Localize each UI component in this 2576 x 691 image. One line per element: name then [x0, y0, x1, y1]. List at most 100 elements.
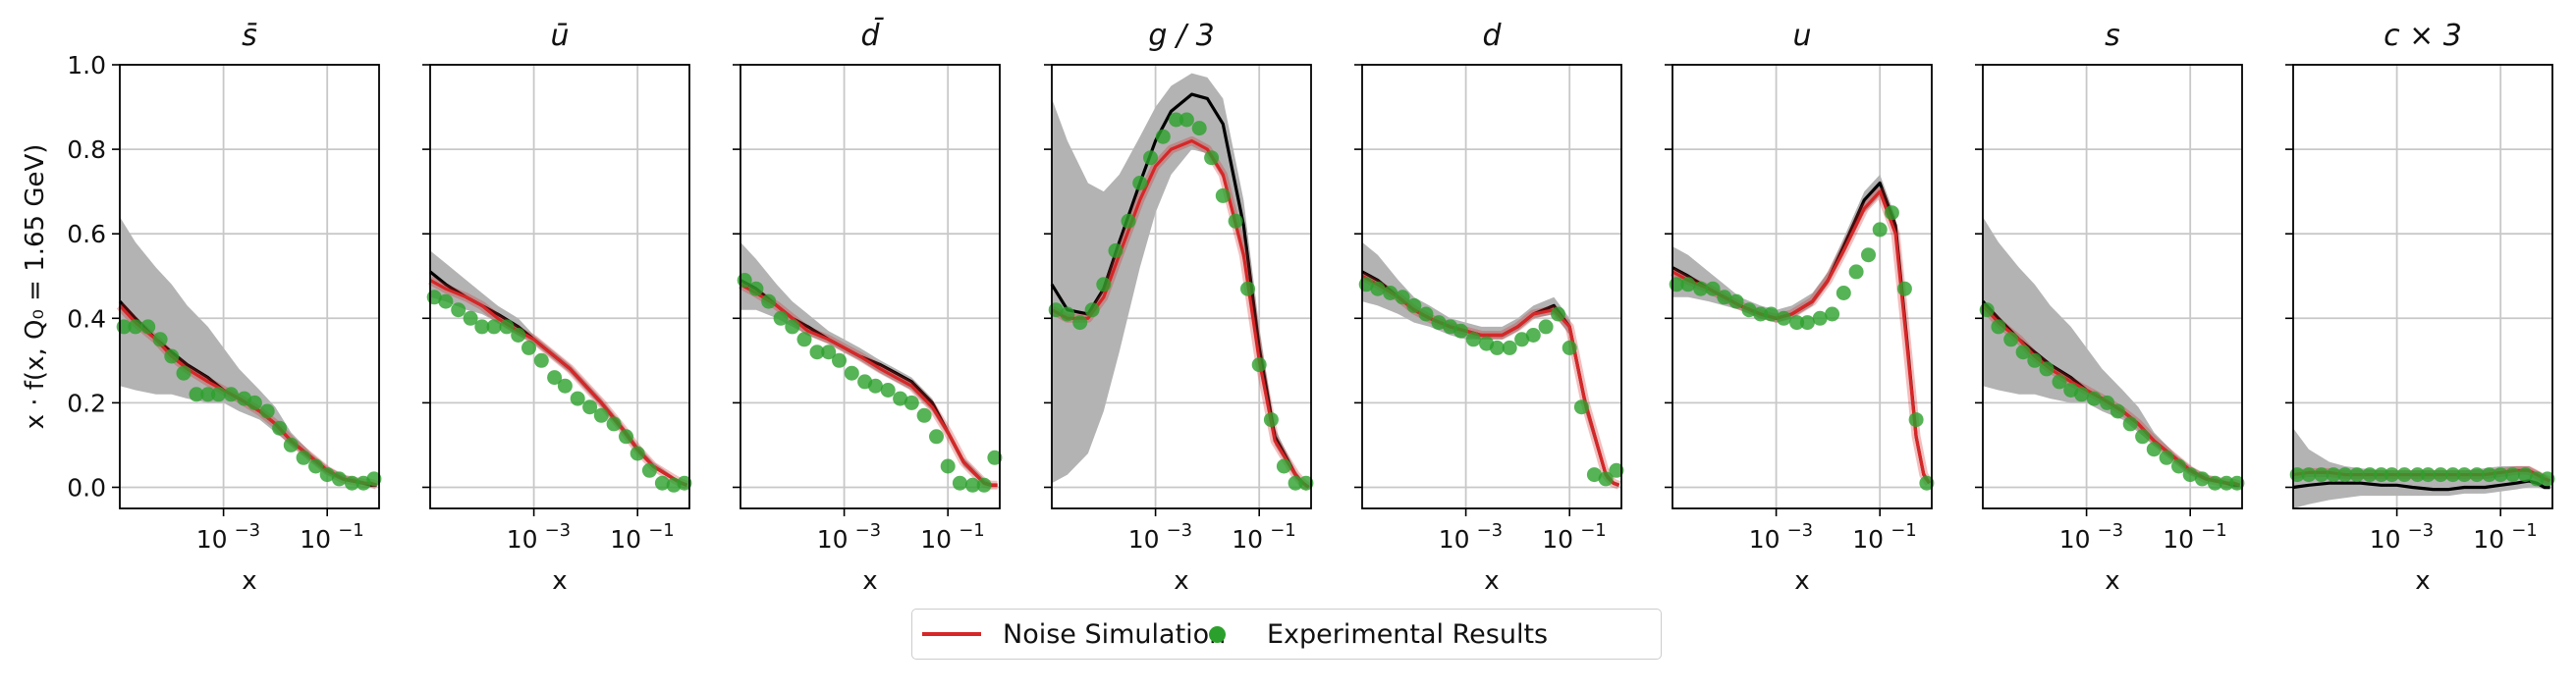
experimental-point [1991, 319, 2006, 335]
panel-title: ū [550, 19, 569, 53]
x-tick-label: 10 [2473, 525, 2504, 554]
y-tick-label: 0.4 [67, 304, 106, 333]
experimental-point [1228, 213, 1243, 229]
experimental-point [1514, 332, 1530, 347]
experimental-point [223, 387, 239, 402]
experimental-point [2146, 442, 2162, 457]
experimental-point [654, 475, 670, 491]
x-tick-exponent: −3 [235, 520, 261, 541]
experimental-point [1872, 222, 1888, 238]
experimental-point [344, 475, 359, 491]
experimental-point [1072, 315, 1088, 331]
panel-5: 10 −3 10 −1 x d [1354, 19, 1624, 596]
experimental-point [1465, 332, 1481, 347]
experimental-point [1169, 112, 1184, 128]
experimental-point [1609, 462, 1624, 478]
experimental-point [2349, 467, 2365, 483]
experimental-point [2420, 467, 2436, 483]
experimental-point [1836, 286, 1851, 300]
experimental-point [259, 403, 275, 419]
experimental-point [785, 319, 800, 335]
experimental-point [2027, 352, 2043, 368]
experimental-point [1263, 412, 1279, 428]
experimental-point [2100, 395, 2115, 410]
x-axis-label: x [862, 566, 877, 596]
experimental-point [773, 310, 789, 326]
experimental-point [128, 319, 143, 335]
noise-simulation-line [1672, 189, 1931, 485]
x-tick-label: 10 [1439, 525, 1470, 554]
experimental-point [1717, 290, 1732, 305]
x-tick-exponent: −3 [2408, 520, 2435, 541]
x-axis-label: x [2415, 566, 2430, 596]
experimental-point [1825, 306, 1840, 322]
experimental-point [1776, 310, 1791, 326]
experimental-point [1191, 121, 1207, 136]
axes-frame [2292, 64, 2553, 509]
experimental-point [1979, 302, 1995, 318]
experimental-point [521, 340, 536, 355]
experimental-point [1538, 319, 1554, 335]
x-tick-exponent: −1 [959, 520, 985, 541]
experimental-point [331, 471, 347, 487]
experimental-point [366, 471, 382, 487]
experimental-point [821, 345, 837, 360]
axes-frame [119, 64, 380, 509]
experimental-point [2374, 467, 2389, 483]
experimental-point [319, 467, 335, 483]
panel-6: 10 −3 10 −1 x u [1665, 19, 1935, 596]
experimental-point [976, 477, 992, 493]
experimental-point [140, 319, 156, 335]
experimental-point [1705, 281, 1721, 296]
experimental-point [809, 345, 825, 360]
experimental-point [619, 429, 633, 445]
x-tick-label: 10 [1749, 525, 1781, 554]
experimental-point [1525, 328, 1541, 343]
experimental-point [164, 348, 180, 364]
experimental-point [1884, 205, 1899, 221]
experimental-point [2314, 467, 2329, 483]
experimental-point [929, 429, 944, 445]
experimental-point [893, 391, 908, 406]
experimental-point [867, 378, 883, 394]
experimental-point [2410, 467, 2426, 483]
legend-noise-swatch [922, 632, 981, 636]
x-axis-label: x [242, 566, 256, 596]
experimental-point [1276, 458, 1291, 474]
experimental-point [940, 458, 956, 474]
experimental-point [2301, 467, 2317, 483]
legend: Noise Simulation Experimental Results [911, 609, 1662, 660]
x-tick-exponent: −1 [2201, 520, 2227, 541]
y-axis-label: x · f(x, Q₀ = 1.65 GeV) [21, 144, 50, 430]
experimental-point [296, 450, 311, 465]
experimental-point [2171, 458, 2186, 474]
uncertainty-band [740, 241, 998, 488]
experimental-point [2433, 467, 2448, 483]
experimental-point [2159, 450, 2174, 465]
panel-2: 10 −3 10 −1 x ū [422, 19, 692, 596]
experimental-point [832, 352, 847, 368]
y-tick-label: 0.2 [67, 389, 106, 417]
experimental-point [1908, 412, 1924, 428]
x-tick-exponent: −1 [2511, 520, 2538, 541]
experimental-point [2194, 471, 2210, 487]
panel-title: g / 3 [1148, 19, 1214, 53]
experimental-point [547, 370, 563, 386]
experimental-point [1789, 315, 1805, 331]
experimental-point [1728, 293, 1744, 309]
experimental-point [1812, 310, 1828, 326]
experimental-point [761, 293, 777, 309]
noise-simulation-line [429, 279, 688, 487]
x-tick-exponent: −1 [648, 520, 675, 541]
experimental-point [1132, 176, 1148, 190]
experimental-point [1178, 112, 1194, 128]
experimental-point [1084, 302, 1100, 318]
experimental-point [1060, 306, 1075, 322]
x-axis-label: x [2105, 566, 2119, 596]
experimental-point [557, 378, 573, 394]
experimental-point [796, 332, 812, 347]
panel-4: 10 −3 10 −1 x g / 3 [1044, 19, 1314, 596]
panel-3: 10 −3 10 −1 x d̄ [733, 18, 1003, 596]
axes-frame [1051, 64, 1312, 509]
